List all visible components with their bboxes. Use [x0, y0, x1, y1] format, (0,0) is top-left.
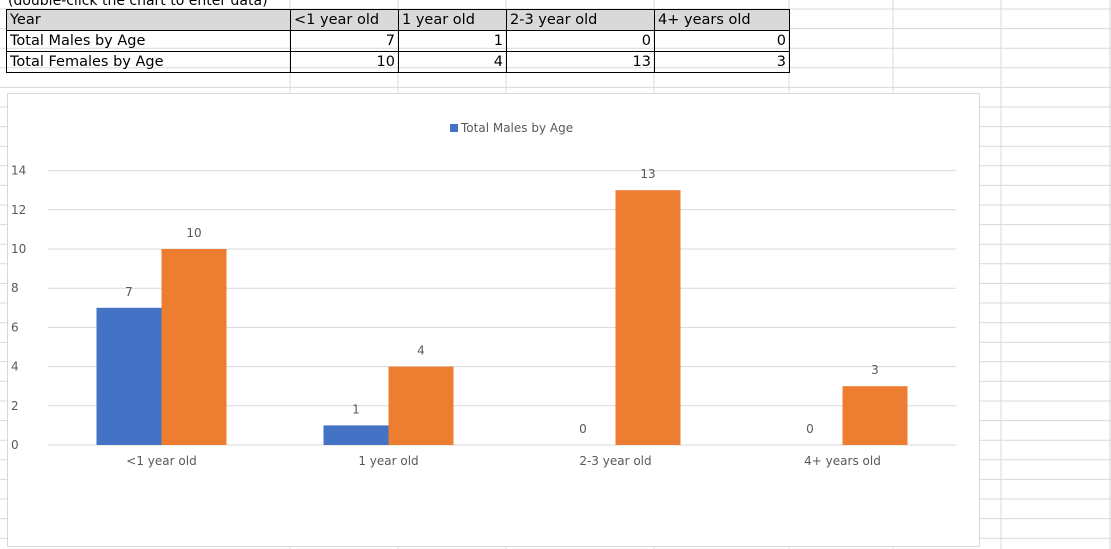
bar [615, 190, 681, 445]
y-tick-label: 4 [11, 360, 19, 374]
data-table: Year <1 year old 1 year old 2-3 year old… [6, 9, 790, 73]
table-header-row: Year <1 year old 1 year old 2-3 year old… [6, 9, 790, 31]
data-label: 10 [186, 226, 201, 240]
bar [161, 249, 227, 445]
x-tick-label: <1 year old [126, 454, 196, 468]
data-label: 0 [806, 422, 814, 436]
y-tick-label: 0 [11, 438, 19, 452]
data-label: 7 [125, 285, 133, 299]
value-cell[interactable]: 13 [506, 51, 655, 73]
bar [96, 307, 162, 445]
data-label: 4 [417, 344, 425, 358]
x-tick-label: 2-3 year old [579, 454, 651, 468]
y-tick-label: 6 [11, 320, 19, 334]
value-cell[interactable]: 10 [290, 51, 399, 73]
bar-chart[interactable]: 0 2 4 6 8 10 12 14 Total Males by Age 7 10 <1 year … [7, 93, 980, 547]
bar [388, 366, 454, 445]
legend-swatch [450, 124, 458, 132]
bar [323, 425, 389, 445]
value-cell[interactable]: 1 [398, 30, 507, 52]
value-cell[interactable]: 0 [506, 30, 655, 52]
table-row: Total Males by Age 7 1 0 0 [6, 30, 790, 52]
y-tick-label: 12 [11, 203, 26, 217]
y-tick-label: 8 [11, 281, 19, 295]
header-cell[interactable]: 4+ years old [654, 9, 790, 31]
value-cell[interactable]: 3 [654, 51, 790, 73]
chart-note: (double-click the chart to enter data) [8, 0, 268, 9]
value-cell[interactable]: 7 [290, 30, 399, 52]
legend-label: Total Males by Age [460, 121, 573, 135]
table-row: Total Females by Age 10 4 13 3 [6, 51, 790, 73]
y-tick-label: 10 [11, 242, 26, 256]
y-tick-label: 2 [11, 399, 19, 413]
row-label-cell[interactable]: Total Males by Age [6, 30, 291, 52]
x-tick-label: 1 year old [358, 454, 418, 468]
data-label: 1 [352, 402, 360, 416]
data-label: 0 [579, 422, 587, 436]
header-cell[interactable]: Year [6, 9, 291, 31]
value-cell[interactable]: 4 [398, 51, 507, 73]
header-cell[interactable]: <1 year old [290, 9, 399, 31]
header-cell[interactable]: 1 year old [398, 9, 507, 31]
data-label: 13 [640, 167, 655, 181]
value-cell[interactable]: 0 [654, 30, 790, 52]
y-tick-label: 14 [11, 164, 26, 178]
row-label-cell[interactable]: Total Females by Age [6, 51, 291, 73]
header-cell[interactable]: 2-3 year old [506, 9, 655, 31]
data-label: 3 [871, 363, 879, 377]
bar [842, 386, 908, 445]
x-tick-label: 4+ years old [804, 454, 881, 468]
